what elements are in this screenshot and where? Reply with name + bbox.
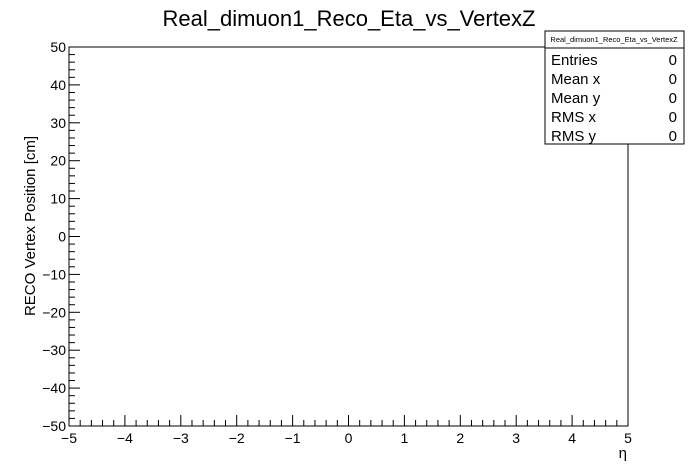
x-tick-label: 1: [401, 430, 409, 446]
x-tick-label: 5: [624, 430, 632, 446]
y-tick-label: −30: [42, 342, 66, 358]
x-tick-label: 2: [456, 430, 464, 446]
y-tick-label: 40: [50, 77, 66, 93]
stats-row-value: 0: [669, 90, 677, 107]
stats-row-value: 0: [669, 52, 677, 69]
plot-frame: [68, 46, 629, 427]
chart-title: Real_dimuon1_Reco_Eta_vs_VertexZ: [162, 6, 535, 31]
y-tick-label: 30: [50, 115, 66, 131]
stats-row-value: 0: [669, 71, 677, 88]
y-tick-label: 20: [50, 153, 66, 169]
x-axis-tick-labels: −5 −4 −3 −2 −1 0 1 2 3 4 5: [61, 430, 632, 446]
y-tick-label: 10: [50, 191, 66, 207]
x-tick-label: −4: [117, 430, 133, 446]
stats-row-label: Mean x: [551, 71, 601, 88]
stats-row-label: RMS y: [551, 128, 597, 145]
stats-box: Real_dimuon1_Reco_Eta_vs_VertexZ Entries…: [544, 30, 685, 145]
x-tick-label: −3: [173, 430, 189, 446]
y-axis-ticks: [69, 46, 80, 427]
x-tick-label: −5: [61, 430, 77, 446]
stats-rows: Entries 0 Mean x 0 Mean y 0 RMS x 0 RMS y 0: [551, 52, 677, 145]
stats-row-label: Entries: [551, 52, 598, 69]
stats-row-value: 0: [669, 109, 677, 126]
x-tick-label: 3: [512, 430, 520, 446]
y-tick-label: −50: [42, 418, 66, 434]
x-tick-label: 0: [345, 430, 353, 446]
y-tick-label: −10: [42, 266, 66, 282]
x-tick-label: −2: [229, 430, 245, 446]
x-tick-label: −1: [285, 430, 301, 446]
stats-row-value: 0: [669, 128, 677, 145]
y-tick-label: 50: [50, 39, 66, 55]
stats-box-frame: [544, 30, 685, 145]
y-axis-label: RECO Vertex Position [cm]: [22, 136, 39, 316]
y-axis-tick-labels: 50 40 30 20 10 0 −10 −20 −30 −40 −50: [42, 39, 66, 434]
stats-box-title: Real_dimuon1_Reco_Eta_vs_VertexZ: [550, 35, 678, 44]
stats-row-label: RMS x: [551, 109, 597, 126]
y-tick-label: −40: [42, 380, 66, 396]
y-tick-label: 0: [58, 229, 66, 245]
y-tick-label: −20: [42, 304, 66, 320]
x-axis-label: η: [619, 445, 627, 462]
x-axis-ticks: [68, 415, 629, 426]
stats-row-label: Mean y: [551, 90, 601, 107]
x-tick-label: 4: [568, 430, 576, 446]
